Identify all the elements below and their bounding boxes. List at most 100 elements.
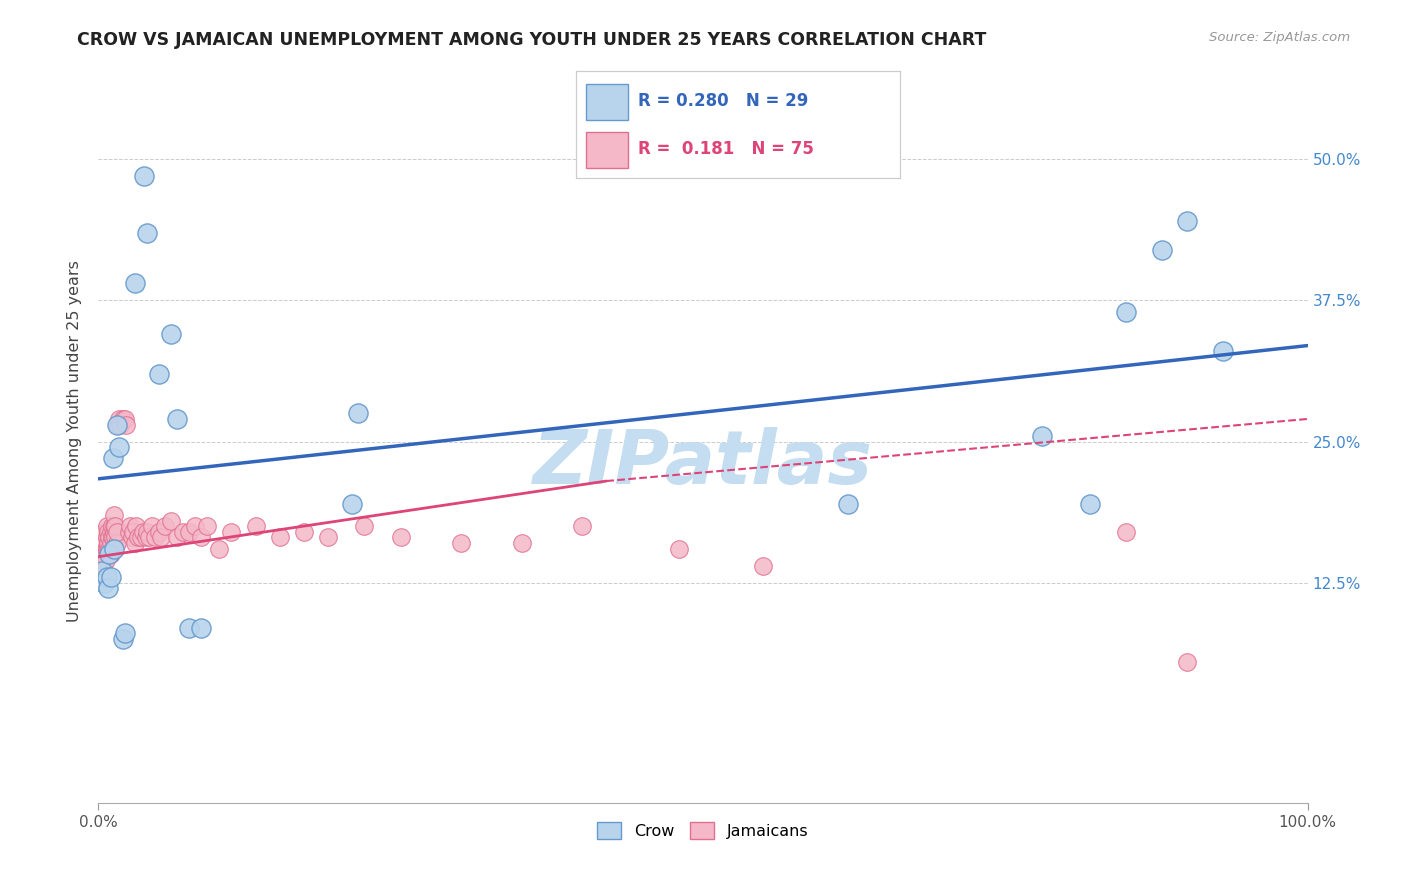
Point bbox=[179, 621, 201, 635]
Point bbox=[353, 519, 375, 533]
Point bbox=[111, 412, 134, 426]
Point bbox=[93, 524, 115, 539]
Point bbox=[172, 524, 194, 539]
Point bbox=[91, 553, 114, 567]
Point bbox=[195, 519, 218, 533]
Point bbox=[104, 531, 127, 545]
Point bbox=[96, 541, 118, 556]
Point bbox=[101, 541, 124, 556]
Point bbox=[105, 524, 128, 539]
Point bbox=[148, 367, 170, 381]
Point bbox=[93, 536, 115, 550]
Point bbox=[221, 524, 243, 539]
Point bbox=[292, 524, 315, 539]
Point bbox=[96, 570, 118, 584]
Point bbox=[101, 451, 124, 466]
Point bbox=[1212, 344, 1234, 359]
Text: R = 0.280   N = 29: R = 0.280 N = 29 bbox=[638, 93, 808, 111]
Point bbox=[166, 531, 188, 545]
Point bbox=[98, 548, 121, 562]
Point bbox=[148, 524, 170, 539]
Point bbox=[450, 536, 472, 550]
Point bbox=[100, 531, 122, 545]
Text: CROW VS JAMAICAN UNEMPLOYMENT AMONG YOUTH UNDER 25 YEARS CORRELATION CHART: CROW VS JAMAICAN UNEMPLOYMENT AMONG YOUT… bbox=[77, 31, 987, 49]
Point bbox=[118, 524, 141, 539]
Point bbox=[342, 497, 364, 511]
Point bbox=[94, 541, 117, 556]
Point bbox=[103, 508, 125, 522]
Point bbox=[97, 524, 120, 539]
Point bbox=[179, 524, 201, 539]
Point bbox=[97, 541, 120, 556]
Point bbox=[752, 558, 775, 573]
Point bbox=[1175, 214, 1198, 228]
Point bbox=[124, 277, 146, 291]
Point bbox=[347, 406, 370, 420]
Text: ZIPatlas: ZIPatlas bbox=[533, 426, 873, 500]
Point bbox=[124, 536, 146, 550]
Point bbox=[571, 519, 593, 533]
Point bbox=[107, 417, 129, 432]
Point bbox=[190, 621, 212, 635]
Point bbox=[129, 531, 152, 545]
Point bbox=[1152, 243, 1174, 257]
Point bbox=[98, 541, 121, 556]
Point bbox=[111, 632, 134, 646]
Point bbox=[245, 519, 267, 533]
Text: Source: ZipAtlas.com: Source: ZipAtlas.com bbox=[1209, 31, 1350, 45]
Point bbox=[97, 536, 120, 550]
Point bbox=[160, 327, 183, 342]
Legend: Crow, Jamaicans: Crow, Jamaicans bbox=[591, 816, 815, 846]
Point bbox=[316, 531, 339, 545]
Point bbox=[103, 519, 125, 533]
Point bbox=[108, 440, 131, 454]
Point bbox=[1078, 497, 1101, 511]
Point bbox=[510, 536, 533, 550]
Point bbox=[114, 626, 136, 640]
Point bbox=[100, 519, 122, 533]
Point bbox=[134, 169, 156, 184]
Point bbox=[208, 541, 231, 556]
Point bbox=[668, 541, 690, 556]
Text: R =  0.181   N = 75: R = 0.181 N = 75 bbox=[638, 141, 814, 159]
Point bbox=[100, 536, 122, 550]
Point bbox=[101, 531, 124, 545]
Point bbox=[1175, 655, 1198, 669]
Point bbox=[108, 412, 131, 426]
Point bbox=[135, 226, 157, 240]
Point bbox=[105, 536, 128, 550]
Y-axis label: Unemployment Among Youth under 25 years: Unemployment Among Youth under 25 years bbox=[67, 260, 83, 623]
Point bbox=[115, 417, 138, 432]
FancyBboxPatch shape bbox=[586, 84, 628, 120]
Point bbox=[166, 412, 188, 426]
Point bbox=[389, 531, 412, 545]
Point bbox=[135, 524, 157, 539]
Point bbox=[121, 531, 143, 545]
Point bbox=[91, 548, 114, 562]
Point bbox=[132, 524, 155, 539]
Point bbox=[190, 531, 212, 545]
Point bbox=[91, 558, 114, 573]
Point bbox=[269, 531, 291, 545]
Point bbox=[90, 558, 112, 573]
Point bbox=[1115, 304, 1137, 318]
Point bbox=[141, 519, 163, 533]
Point bbox=[108, 417, 131, 432]
Point bbox=[1115, 524, 1137, 539]
Point bbox=[94, 553, 117, 567]
Point bbox=[184, 519, 207, 533]
Point bbox=[150, 531, 173, 545]
Point bbox=[103, 524, 125, 539]
Point bbox=[138, 531, 160, 545]
Point bbox=[160, 514, 183, 528]
Point bbox=[96, 531, 118, 545]
Point bbox=[122, 524, 145, 539]
Point bbox=[135, 531, 157, 545]
Point bbox=[114, 412, 136, 426]
Point bbox=[143, 531, 166, 545]
Point bbox=[103, 541, 125, 556]
Point bbox=[100, 548, 122, 562]
Point bbox=[125, 519, 148, 533]
FancyBboxPatch shape bbox=[586, 132, 628, 168]
Point bbox=[96, 519, 118, 533]
